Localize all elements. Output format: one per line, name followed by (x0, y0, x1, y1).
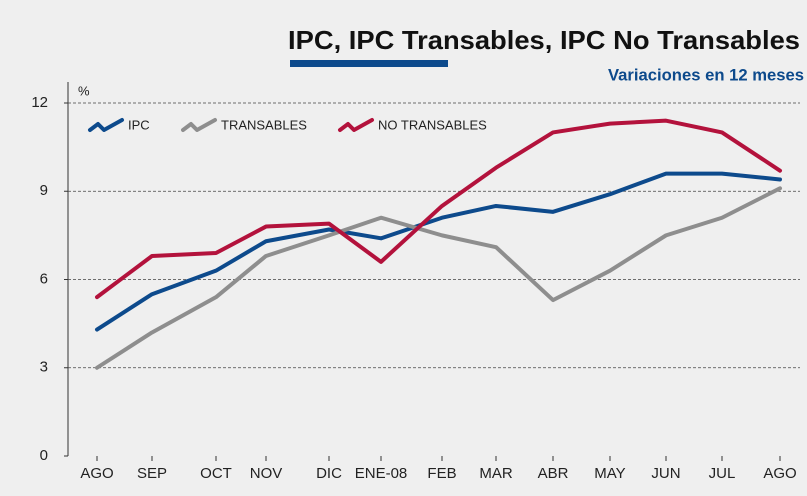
x-tick-label: JUL (709, 465, 736, 482)
series-line (95, 118, 782, 300)
x-tick-label: JUN (651, 465, 680, 482)
y-tick-label: 12 (31, 94, 48, 111)
x-tick-label: ABR (538, 465, 569, 482)
x-tick-label: AGO (80, 465, 113, 482)
chart-subtitle: Variaciones en 12 meses (608, 65, 804, 84)
x-tick-label: OCT (200, 465, 232, 482)
legend-label: TRANSABLES (221, 117, 307, 132)
legend-label: IPC (128, 117, 150, 132)
x-tick-label: DIC (316, 465, 342, 482)
y-tick-label: 9 (40, 182, 48, 199)
x-tick-label: NOV (250, 465, 283, 482)
x-tick-label: ENE-08 (355, 465, 408, 482)
y-tick-label: 3 (40, 359, 48, 376)
chart-title: IPC, IPC Transables, IPC No Transables (288, 25, 800, 55)
series-line (95, 186, 782, 370)
y-tick-label: 0 (40, 447, 48, 464)
y-tick-label: 6 (40, 270, 48, 287)
x-tick-label: FEB (427, 465, 456, 482)
x-tick-label: MAY (594, 465, 625, 482)
x-tick-label: SEP (137, 465, 167, 482)
title-bar (290, 60, 448, 67)
legend-swatch (338, 118, 374, 132)
legend-label: NO TRANSABLES (378, 117, 487, 132)
y-axis-label: % (78, 83, 90, 98)
x-tick-label: AGO (763, 465, 796, 482)
series-line (95, 171, 782, 332)
legend-swatch (88, 118, 124, 132)
x-tick-label: MAR (479, 465, 513, 482)
legend-swatch (181, 118, 217, 132)
